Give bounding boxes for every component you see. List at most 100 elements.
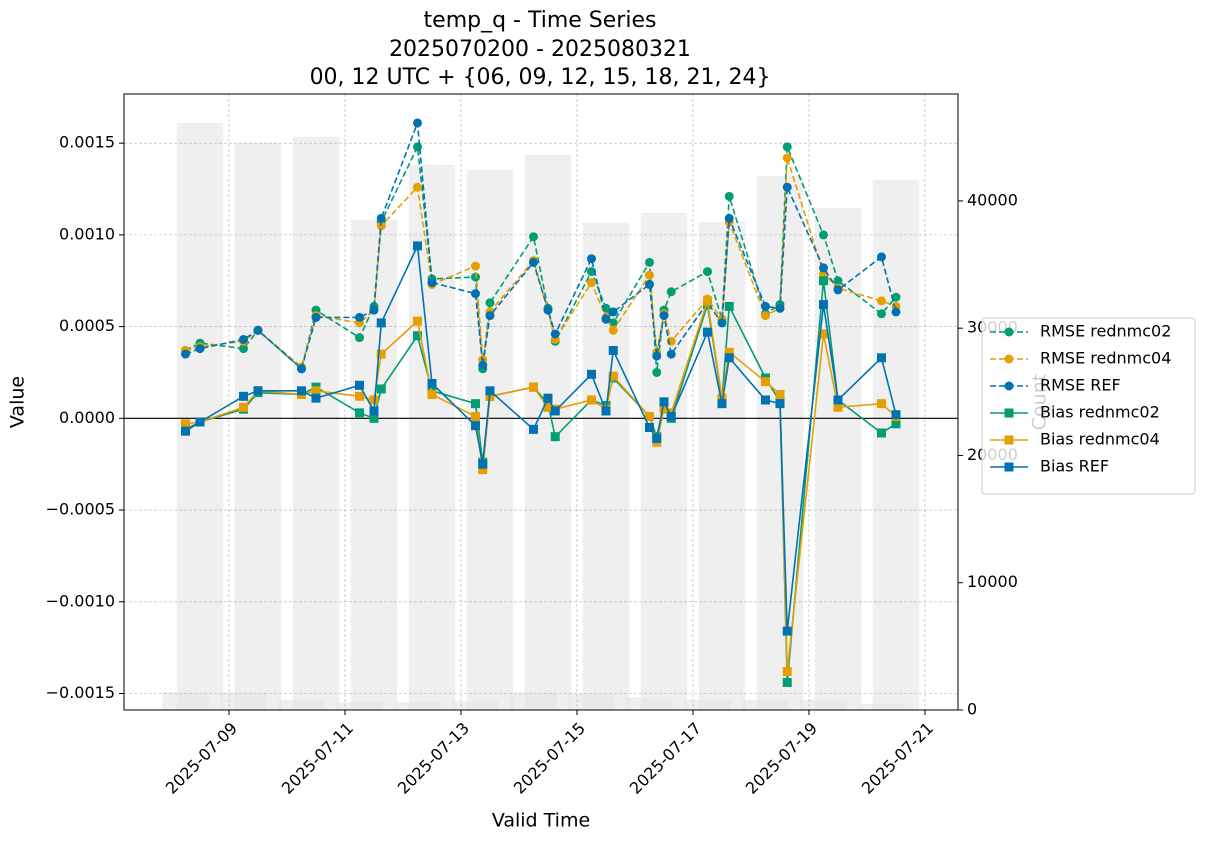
marker <box>427 389 437 399</box>
marker <box>652 351 662 361</box>
marker <box>760 377 770 387</box>
marker <box>876 428 886 438</box>
marker <box>485 298 495 308</box>
marker <box>782 666 792 676</box>
series-line <box>185 157 897 369</box>
marker <box>818 276 828 286</box>
marker <box>666 411 676 421</box>
marker <box>376 349 386 359</box>
count-bar <box>640 212 688 710</box>
count-bar <box>466 169 514 710</box>
y-tick-label: 0.0000 <box>59 408 115 427</box>
marker <box>412 316 422 326</box>
marker <box>181 349 191 359</box>
marker <box>369 413 379 423</box>
marker <box>717 318 727 328</box>
marker <box>543 402 553 412</box>
y-tick-label: 0.0005 <box>59 316 115 335</box>
marker <box>717 399 727 409</box>
series-line <box>185 280 897 683</box>
marker <box>528 257 538 267</box>
marker <box>586 395 596 405</box>
marker <box>702 327 712 337</box>
marker <box>470 289 480 299</box>
marker <box>376 384 386 394</box>
marker <box>782 142 792 152</box>
marker <box>833 395 843 405</box>
marker <box>369 395 379 405</box>
marker <box>354 333 364 343</box>
marker <box>891 419 901 429</box>
marker <box>782 626 792 636</box>
marker <box>724 353 734 363</box>
marker <box>601 406 611 416</box>
y-axis-label: Value <box>7 376 29 428</box>
x-axis-label: Valid Time <box>492 810 590 832</box>
marker <box>412 331 422 341</box>
count-bar <box>568 693 615 710</box>
marker <box>550 406 560 416</box>
marker <box>181 419 191 429</box>
marker <box>652 367 662 377</box>
marker <box>485 386 495 396</box>
legend-label: Bias rednmc04 <box>1040 430 1160 449</box>
series-line <box>185 122 897 371</box>
count-bar <box>684 699 731 710</box>
marker <box>238 334 248 344</box>
marker <box>782 153 792 163</box>
marker <box>876 309 886 319</box>
y-tick-label: −0.0010 <box>46 591 115 610</box>
marker <box>354 380 364 390</box>
marker <box>311 312 321 322</box>
chart-title: temp_q - Time Series <box>424 8 657 33</box>
marker <box>608 345 618 355</box>
marker <box>238 344 248 354</box>
count-bar <box>292 136 340 710</box>
marker <box>818 329 828 339</box>
count-bar <box>336 702 383 710</box>
marker <box>311 393 321 403</box>
plot-frame <box>123 93 959 711</box>
y2-tick-label: 10000 <box>967 572 1018 591</box>
marker <box>818 230 828 240</box>
marker <box>659 397 669 407</box>
marker <box>412 182 422 192</box>
marker <box>369 406 379 416</box>
marker <box>586 267 596 277</box>
marker <box>702 267 712 277</box>
marker <box>760 395 770 405</box>
marker <box>550 432 560 442</box>
marker <box>181 426 191 436</box>
x-tick-label: 2025-07-19 <box>742 719 821 798</box>
count-bar <box>872 179 920 711</box>
y2-tick-label: 0 <box>967 700 977 719</box>
marker <box>891 292 901 302</box>
marker <box>543 305 553 315</box>
chart-title: 00, 12 UTC + {06, 09, 12, 15, 18, 21, 24… <box>310 65 771 90</box>
marker <box>608 307 618 317</box>
marker <box>775 303 785 313</box>
chart-title: 2025070200 - 2025080321 <box>389 37 691 62</box>
marker <box>528 382 538 392</box>
marker <box>354 391 364 401</box>
legend-marker <box>1004 408 1014 418</box>
legend-label: RMSE REF <box>1040 376 1121 395</box>
marker <box>666 287 676 297</box>
marker <box>586 254 596 264</box>
marker <box>296 386 306 396</box>
x-tick-label: 2025-07-09 <box>162 719 241 798</box>
count-bar <box>220 692 267 710</box>
marker <box>470 272 480 282</box>
marker <box>717 393 727 403</box>
x-tick-label: 2025-07-15 <box>510 719 589 798</box>
marker <box>412 241 422 251</box>
legend-marker <box>1004 462 1014 472</box>
marker <box>586 369 596 379</box>
count-bar <box>278 699 325 710</box>
marker <box>376 213 386 223</box>
marker <box>550 329 560 339</box>
count-bar <box>582 222 630 710</box>
marker <box>478 459 488 469</box>
marker <box>608 325 618 335</box>
